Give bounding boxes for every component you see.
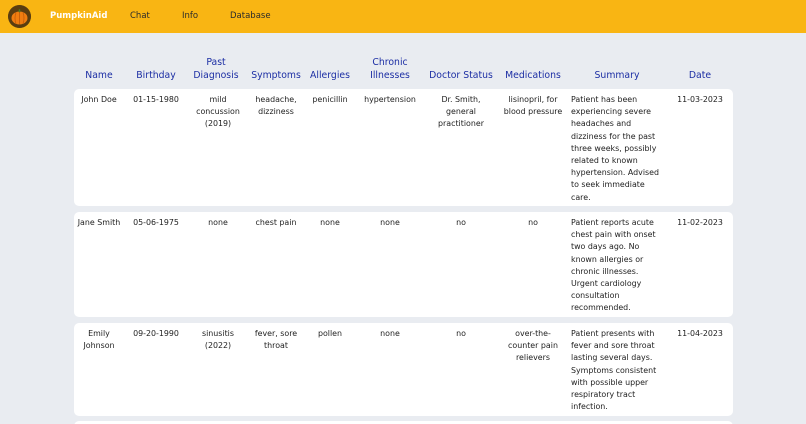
cell-symptoms: headache, dizziness [255, 95, 297, 117]
nav-link-info[interactable]: Info [182, 11, 199, 21]
cell-name: Emily Johnson [83, 329, 115, 351]
cell-past-diagnosis: none [208, 218, 228, 227]
header-chronic-illnesses: Chronic Illnesses [370, 57, 410, 81]
cell-date: 11-03-2023 [677, 95, 723, 104]
header-doctor-status: Doctor Status [429, 70, 493, 81]
header-date: Date [688, 70, 712, 81]
header-medications: Medications [505, 70, 561, 81]
cell-symptoms: chest pain [255, 218, 297, 227]
brand-name[interactable]: PumpkinAid [50, 11, 108, 21]
header-allergies: Allergies [310, 70, 350, 81]
header-symptoms: Symptoms [251, 70, 301, 81]
cell-past-diagnosis: sinusitis (2022) [201, 329, 234, 351]
cell-chronic-illnesses: none [380, 218, 400, 227]
cell-past-diagnosis: mild concussion (2019) [196, 95, 240, 129]
cell-symptoms: fever, sore throat [254, 329, 298, 351]
cell-chronic-illnesses: none [380, 329, 400, 338]
cell-medications: lisinopril, for blood pressure [503, 95, 563, 117]
cell-summary: Patient presents with fever and sore thr… [571, 329, 657, 412]
cell-allergies: pollen [317, 329, 343, 338]
cell-allergies: none [320, 218, 340, 227]
cell-medications: no [528, 218, 538, 227]
cell-name: Jane Smith [77, 218, 121, 227]
cell-chronic-illnesses: hypertension [364, 95, 416, 104]
nav-link-chat[interactable]: Chat [130, 11, 150, 21]
table-row[interactable]: John Doe 01-15-1980 mild concussion (201… [74, 89, 733, 206]
cell-medications: over-the-counter pain relievers [508, 329, 558, 363]
cell-birthday: 01-15-1980 [133, 95, 179, 104]
cell-doctor-status: no [456, 218, 466, 227]
nav-link-database[interactable]: Database [230, 11, 271, 21]
header-past-diagnosis: Past Diagnosis [193, 57, 239, 81]
cell-birthday: 05-06-1975 [133, 218, 179, 227]
table-row[interactable]: Emily Johnson 09-20-1990 sinusitis (2022… [74, 323, 733, 416]
cell-doctor-status: no [456, 329, 466, 338]
cell-doctor-status: Dr. Smith, general practitioner [438, 95, 484, 129]
cell-date: 11-02-2023 [677, 218, 723, 227]
cell-allergies: penicillin [312, 95, 348, 104]
cell-summary: Patient has been experiencing severe hea… [571, 95, 659, 202]
pumpkin-icon[interactable] [8, 5, 31, 28]
table-row[interactable]: Jane Smith 05-06-1975 none chest pain no… [74, 212, 733, 317]
cell-name: John Doe [81, 95, 117, 104]
cell-birthday: 09-20-1990 [133, 329, 179, 338]
table-row[interactable] [74, 421, 733, 424]
cell-summary: Patient reports acute chest pain with on… [571, 218, 656, 313]
header-birthday: Birthday [136, 70, 176, 81]
top-navbar: PumpkinAid Chat Info Database [0, 0, 806, 33]
header-summary: Summary [594, 70, 640, 81]
cell-date: 11-04-2023 [677, 329, 723, 338]
header-name: Name [85, 70, 113, 81]
